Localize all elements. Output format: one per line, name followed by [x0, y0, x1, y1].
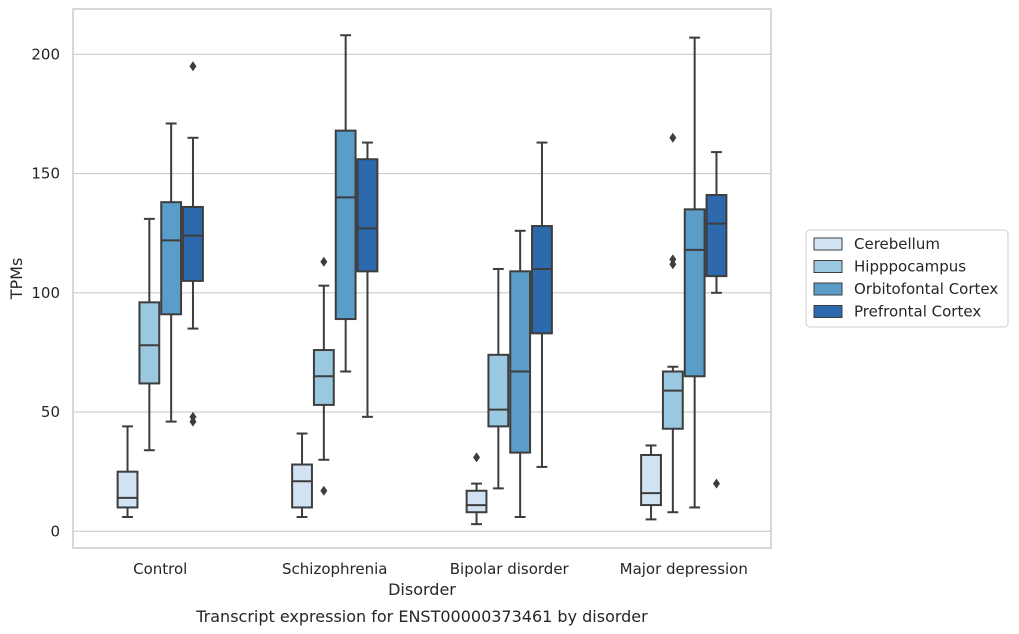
legend-label: Cerebellum [854, 235, 940, 253]
box-orbitofontal-cortex-bipolar-disorder [509, 229, 532, 518]
box-body [312, 349, 335, 406]
legend-swatch [813, 237, 843, 251]
box-body [531, 225, 553, 335]
box-body [661, 370, 684, 430]
legend-label: Orbitofontal Cortex [854, 280, 998, 298]
outlier-point [473, 452, 481, 463]
box-body [138, 301, 161, 385]
x-tick-control: Control [133, 560, 187, 578]
box-cerebellum-major-depression [640, 444, 662, 521]
box-groups [116, 34, 728, 526]
box-cerebellum-bipolar-disorder [465, 452, 488, 526]
box-body [291, 463, 313, 509]
outlier-point [669, 254, 677, 265]
y-tick-200: 200 [31, 45, 60, 63]
box-hipppocampus-major-depression [661, 132, 684, 514]
box-orbitofontal-cortex-major-depression [683, 36, 706, 509]
y-tick-50: 50 [41, 403, 60, 421]
legend-label: Hipppocampus [854, 258, 966, 276]
box-body [640, 453, 662, 507]
legend-swatch [813, 260, 843, 273]
y-tick-labels: 0 50 100 150 200 [31, 45, 60, 540]
y-gridlines [73, 53, 771, 532]
box-body [356, 158, 379, 273]
legend-frame [805, 229, 1009, 328]
legend: Cerebellum Hipppocampus Orbitofontal Corte… [805, 229, 1009, 328]
box-prefrontal-cortex-bipolar-disorder [531, 141, 553, 468]
x-tick-schizophrenia: Schizophrenia [282, 560, 387, 578]
outlier-point [669, 132, 677, 143]
box-orbitofontal-cortex-control [160, 122, 183, 423]
box-body [116, 470, 139, 509]
box-orbitofontal-cortex-schizophrenia [334, 34, 357, 373]
legend-item-orbitofontal-cortex: Orbitofontal Cortex [813, 280, 998, 298]
box-hipppocampus-control [138, 217, 161, 452]
box-body [182, 205, 204, 282]
y-axis-label: TPMs [7, 258, 26, 301]
legend-item-prefrontal-cortex: Prefrontal Cortex [813, 303, 981, 321]
legend-item-cerebellum: Cerebellum [813, 235, 940, 253]
legend-label: Prefrontal Cortex [854, 303, 981, 321]
box-prefrontal-cortex-major-depression [705, 151, 728, 489]
box-prefrontal-cortex-schizophrenia [356, 141, 379, 418]
box-body [509, 270, 532, 454]
outlier-point [189, 61, 197, 72]
x-tick-major-depression: Major depression [620, 560, 748, 578]
box-body [487, 353, 510, 428]
outlier-point [189, 411, 197, 422]
box-cerebellum-schizophrenia [291, 432, 313, 518]
y-tick-0: 0 [50, 522, 60, 540]
box-hipppocampus-bipolar-disorder [487, 267, 510, 490]
legend-swatch [813, 282, 843, 296]
legend-item-hipppocampus: Hipppocampus [813, 258, 966, 276]
y-tick-150: 150 [31, 165, 60, 183]
plot-frame [72, 8, 772, 549]
outlier-point [712, 478, 720, 489]
outlier-point [320, 256, 328, 267]
box-body [705, 194, 728, 278]
figure-caption: Transcript expression for ENST0000037346… [195, 607, 648, 626]
x-tick-bipolar-disorder: Bipolar disorder [450, 560, 570, 578]
box-body [683, 208, 706, 378]
box-prefrontal-cortex-control [182, 61, 204, 427]
x-tick-labels: Control Schizophrenia Bipolar disorder Majo… [133, 560, 748, 578]
box-body [334, 129, 357, 321]
y-tick-100: 100 [31, 284, 60, 302]
x-axis-label: Disorder [388, 580, 456, 599]
box-body [465, 489, 488, 514]
box-body [160, 201, 183, 316]
legend-swatch [813, 305, 843, 318]
box-cerebellum-control [116, 425, 139, 518]
box-hipppocampus-schizophrenia [312, 256, 335, 496]
outlier-point [320, 485, 328, 496]
